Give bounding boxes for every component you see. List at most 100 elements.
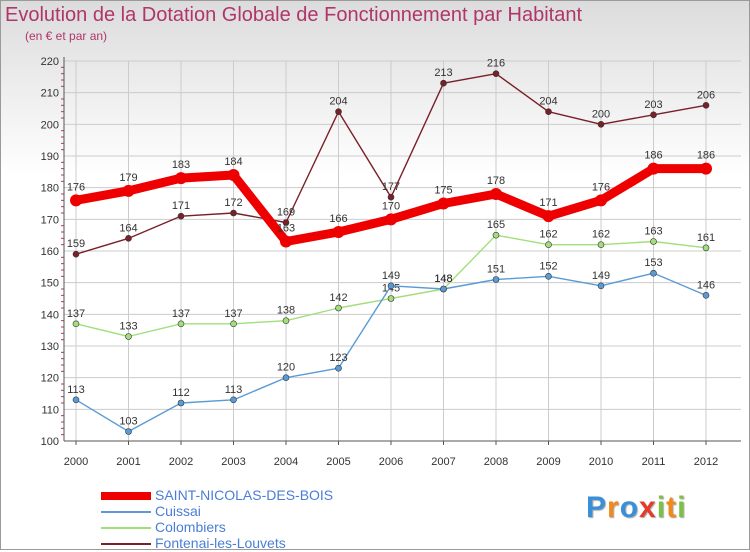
data-label: 172 bbox=[224, 197, 242, 209]
legend-label: SAINT-NICOLAS-DES-BOIS bbox=[155, 487, 334, 503]
data-point bbox=[545, 273, 552, 280]
data-point bbox=[72, 320, 80, 328]
data-point bbox=[125, 235, 132, 242]
data-point bbox=[650, 111, 657, 119]
data-label: 162 bbox=[592, 229, 610, 241]
y-tick-label: 200 bbox=[41, 119, 59, 131]
data-point bbox=[335, 304, 342, 312]
x-tick-label: 2004 bbox=[274, 456, 298, 468]
data-point bbox=[125, 333, 132, 340]
data-label: 204 bbox=[539, 96, 557, 108]
legend-swatch bbox=[101, 543, 151, 545]
data-label: 133 bbox=[119, 321, 137, 333]
data-label: 178 bbox=[487, 175, 505, 187]
data-point bbox=[72, 250, 80, 258]
data-label: 166 bbox=[329, 213, 347, 225]
data-label: 171 bbox=[172, 200, 190, 212]
y-tick-label: 120 bbox=[41, 373, 59, 385]
data-point bbox=[700, 162, 712, 175]
x-tick-label: 2009 bbox=[536, 456, 560, 468]
data-label: 113 bbox=[225, 384, 243, 396]
data-point bbox=[280, 235, 292, 248]
data-label: 159 bbox=[67, 238, 85, 250]
data-label: 176 bbox=[67, 181, 85, 193]
data-label: 163 bbox=[277, 223, 295, 235]
y-tick-label: 190 bbox=[41, 151, 59, 163]
y-tick-label: 130 bbox=[41, 341, 59, 353]
data-point bbox=[595, 194, 607, 207]
data-label: 186 bbox=[644, 150, 662, 162]
data-point bbox=[385, 213, 397, 226]
data-label: 170 bbox=[382, 200, 400, 212]
data-label: 171 bbox=[539, 197, 557, 209]
x-tick-label: 2000 bbox=[64, 456, 88, 468]
data-point bbox=[647, 162, 660, 175]
data-label: 149 bbox=[592, 270, 610, 282]
chart-subtitle: (en € et par an) bbox=[25, 29, 108, 43]
data-label: 203 bbox=[644, 99, 662, 111]
data-label: 123 bbox=[329, 352, 347, 364]
data-point bbox=[282, 374, 290, 381]
data-label: 163 bbox=[644, 226, 662, 238]
y-tick-label: 210 bbox=[41, 88, 59, 100]
data-label: 137 bbox=[224, 308, 242, 320]
data-point bbox=[227, 169, 240, 181]
data-point bbox=[545, 241, 552, 248]
data-point bbox=[597, 121, 605, 128]
data-point bbox=[650, 269, 657, 277]
logo-letter: t bbox=[666, 491, 678, 524]
data-point bbox=[335, 108, 342, 115]
data-point bbox=[492, 70, 500, 77]
data-point bbox=[702, 244, 710, 252]
data-point bbox=[387, 193, 395, 201]
data-label: 206 bbox=[697, 89, 715, 101]
legend-label: Cuissai bbox=[155, 503, 201, 519]
data-label: 186 bbox=[697, 150, 715, 162]
legend-swatch bbox=[101, 492, 151, 500]
data-label: 204 bbox=[329, 96, 347, 108]
data-label: 112 bbox=[172, 387, 190, 399]
logo-letter: r bbox=[607, 491, 620, 524]
legend-swatch bbox=[101, 511, 151, 513]
data-label: 148 bbox=[434, 273, 452, 285]
data-point bbox=[335, 364, 342, 372]
y-tick-label: 180 bbox=[41, 183, 59, 195]
data-label: 103 bbox=[119, 416, 137, 428]
data-point bbox=[230, 396, 237, 404]
data-label: 161 bbox=[697, 232, 715, 244]
logo-letter: i bbox=[656, 491, 667, 524]
data-label: 175 bbox=[434, 185, 452, 197]
x-tick-label: 2011 bbox=[642, 456, 666, 468]
legend-swatch bbox=[101, 527, 151, 529]
legend-label: Fontenai-les-Louvets bbox=[155, 535, 286, 551]
data-point bbox=[282, 219, 290, 226]
data-point bbox=[177, 320, 185, 328]
y-tick-label: 150 bbox=[41, 278, 59, 290]
data-label: 151 bbox=[487, 264, 505, 276]
data-point bbox=[282, 317, 290, 324]
x-tick-label: 2010 bbox=[589, 456, 613, 468]
data-point bbox=[177, 399, 185, 407]
data-label: 216 bbox=[487, 58, 505, 70]
x-tick-label: 2012 bbox=[694, 456, 718, 468]
data-label: 179 bbox=[119, 172, 137, 184]
x-tick-label: 2007 bbox=[431, 456, 455, 468]
x-tick-label: 2002 bbox=[169, 456, 193, 468]
data-label: 177 bbox=[382, 181, 400, 193]
data-point bbox=[230, 209, 237, 217]
y-tick-label: 160 bbox=[41, 246, 59, 258]
data-label: 169 bbox=[277, 207, 295, 219]
x-tick-label: 2005 bbox=[326, 456, 350, 468]
data-label: 153 bbox=[644, 257, 662, 269]
data-point bbox=[175, 172, 187, 185]
data-label: 120 bbox=[277, 362, 295, 374]
data-label: 162 bbox=[539, 229, 557, 241]
data-point bbox=[492, 276, 500, 283]
proxiti-logo: Proxiti bbox=[586, 491, 686, 525]
data-point bbox=[490, 188, 502, 200]
data-label: 149 bbox=[382, 270, 400, 282]
data-point bbox=[440, 79, 447, 87]
x-tick-label: 2001 bbox=[116, 456, 140, 468]
y-tick-label: 220 bbox=[41, 56, 59, 68]
